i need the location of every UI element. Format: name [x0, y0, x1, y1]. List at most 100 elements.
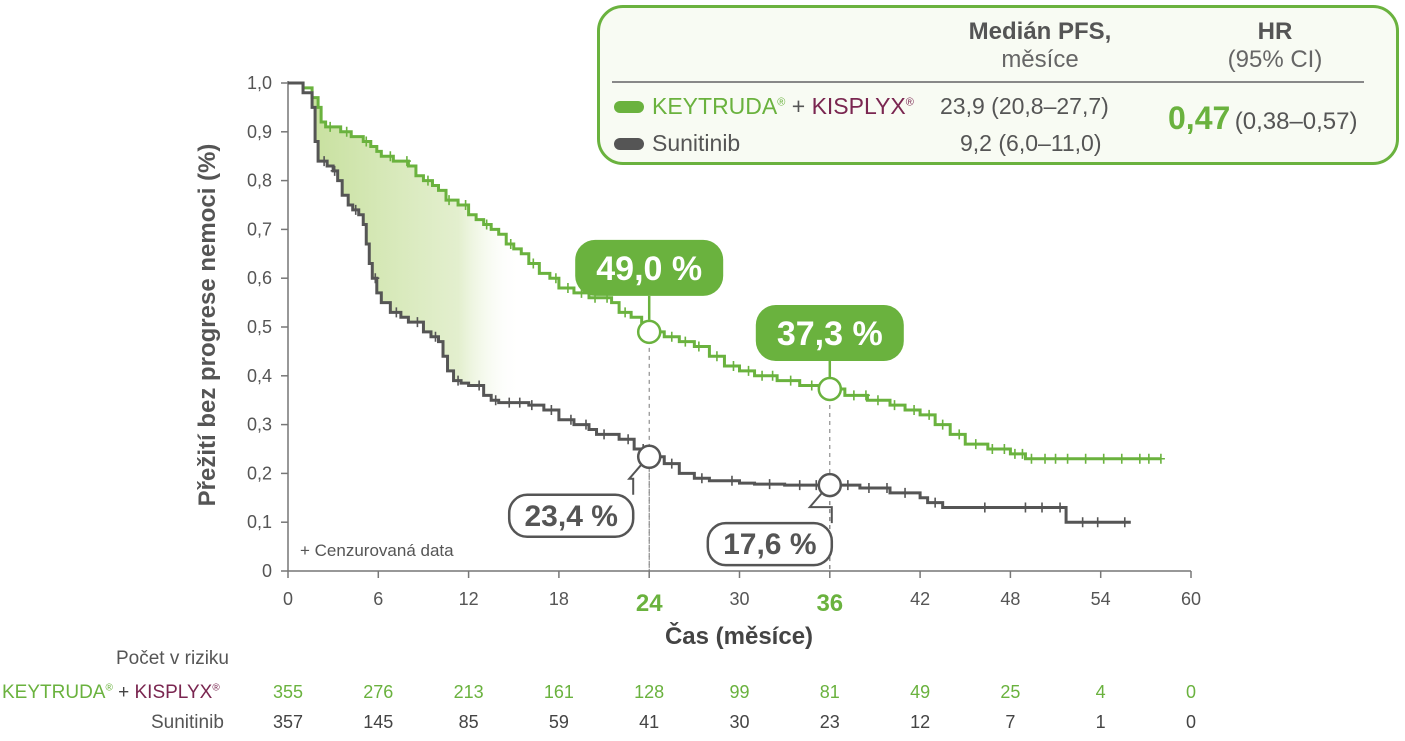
callout-label: 23,4 %: [524, 500, 617, 533]
legend-header-median: Medián PFS,: [968, 18, 1112, 45]
censor-mark: [1156, 453, 1165, 464]
annotations: 49,0 % 37,3 % 23,4 % 17,6 %: [507, 239, 904, 571]
censor-mark: [624, 434, 633, 445]
censor-mark: [1010, 448, 1019, 459]
censor-mark: [1000, 444, 1009, 454]
censor-mark: [849, 390, 858, 401]
censor-mark: [386, 151, 395, 162]
censor-mark: [527, 400, 536, 411]
sunitinib-curve: [288, 81, 1131, 524]
x-tick-label: 6: [373, 589, 383, 609]
censor-mark: [901, 487, 910, 498]
legend-median-sunitinib: 9,2 (6,0–11,0): [960, 130, 1102, 156]
risk-value-sunitinib: 0: [1185, 712, 1196, 732]
y-tick-label: 0,1: [247, 512, 272, 532]
callout-stem: [627, 464, 642, 495]
censor-mark: [482, 219, 491, 230]
censor-mark: [667, 331, 676, 342]
censor-mark: [1117, 453, 1126, 464]
censor-mark: [864, 483, 873, 494]
censor-mark: [1027, 453, 1036, 464]
censor-mark: [351, 204, 360, 215]
censor-mark: [667, 458, 676, 469]
censor-mark: [547, 404, 556, 415]
legend-header-hr: HR: [1257, 18, 1293, 45]
x-tick-label: 54: [1091, 589, 1111, 609]
censor-mark: [491, 395, 500, 406]
risk-value-keytruda: 99: [729, 682, 750, 702]
difference-shading: [312, 97, 522, 403]
legend-label-keytruda: KEYTRUDA® + KISPLYX®: [652, 93, 914, 119]
censor-mark: [697, 473, 706, 484]
callout-stem: [807, 492, 833, 524]
censor-mark: [765, 479, 774, 490]
y-tick-label: 0,3: [247, 415, 272, 435]
censor-mark: [1051, 453, 1060, 464]
censor-mark: [727, 475, 736, 486]
risk-value-keytruda: 0: [1185, 682, 1196, 702]
risk-value-keytruda: 49: [910, 682, 931, 702]
legend-box: Medián PFS, měsíce HR (95% CI) KEYTRUDA®…: [597, 5, 1399, 165]
risk-row-label-sunitinib: Sunitinib: [151, 712, 224, 733]
risk-value-sunitinib: 7: [1005, 712, 1016, 732]
x-tick-label: 30: [729, 589, 749, 609]
censor-mark: [566, 414, 575, 425]
x-tick-label: 18: [549, 589, 569, 609]
censor-mark: [529, 258, 538, 269]
censor-mark: [1018, 448, 1027, 459]
risk-row-label-keytruda: KEYTRUDA® + KISPLYX®: [2, 682, 220, 703]
x-tick-label: 36: [816, 590, 843, 617]
y-tick-label: 0,5: [247, 317, 272, 337]
x-tick-label: 42: [910, 589, 930, 609]
hr-value: 0,47: [1168, 100, 1231, 136]
risk-value-sunitinib: 59: [548, 712, 569, 732]
censor-mark: [621, 307, 630, 318]
censor-mark: [600, 429, 609, 440]
censor-mark: [581, 419, 590, 430]
censor-mark: [445, 195, 454, 206]
shaded-difference-area: [312, 97, 522, 403]
censor-mark: [729, 361, 738, 372]
legend-divider: [612, 81, 1364, 83]
censor-mark: [712, 351, 721, 362]
risk-value-sunitinib: 1: [1095, 712, 1106, 732]
censor-mark: [454, 375, 463, 386]
x-tick-label: 0: [283, 589, 293, 609]
censor-mark: [955, 429, 964, 440]
censor-mark: [1063, 453, 1072, 464]
censor-mark: [1081, 453, 1090, 464]
censor-mark: [1099, 453, 1108, 464]
censor-mark: [931, 497, 940, 508]
censor-mark: [326, 121, 335, 132]
censor-mark: [768, 370, 777, 381]
censor-mark: [873, 395, 882, 406]
risk-value-keytruda: 276: [363, 682, 394, 702]
censor-mark: [1038, 502, 1047, 513]
censor-mark: [882, 483, 891, 494]
censor-mark: [938, 419, 947, 430]
y-tick-label: 0,7: [247, 219, 272, 239]
y-tick-label: 0,9: [247, 122, 272, 142]
censor-mark: [694, 341, 703, 352]
axes: 0 0,1 0,2 0,3 0,4 0,5 0,6 0,7 0,8 0,9 1,0 0 6 12 18 24 3…: [247, 73, 1201, 617]
censor-mark: [402, 156, 411, 167]
censor-mark: [1144, 453, 1153, 464]
censor-mark: [1056, 502, 1065, 513]
risk-value-keytruda: 128: [634, 682, 665, 702]
y-tick-label: 0,6: [247, 268, 272, 288]
risk-value-sunitinib: 12: [910, 712, 931, 732]
censor-mark: [980, 502, 989, 513]
risk-value-sunitinib: 23: [819, 712, 840, 732]
censor-mark: [461, 200, 470, 210]
timepoint-marker: [817, 472, 843, 498]
y-tick-label: 0,4: [247, 366, 272, 386]
risk-value-sunitinib: 41: [639, 712, 660, 732]
x-tick-label: 48: [1000, 589, 1020, 609]
censor-mark: [807, 380, 816, 391]
censor-mark: [1078, 517, 1087, 528]
censor-mark: [423, 175, 432, 186]
legend-swatch-keytruda: [614, 101, 644, 113]
censor-mark: [1135, 453, 1144, 464]
censor-mark: [506, 239, 515, 250]
legend-hr: 0,47 (0,38–0,57): [1168, 100, 1358, 137]
